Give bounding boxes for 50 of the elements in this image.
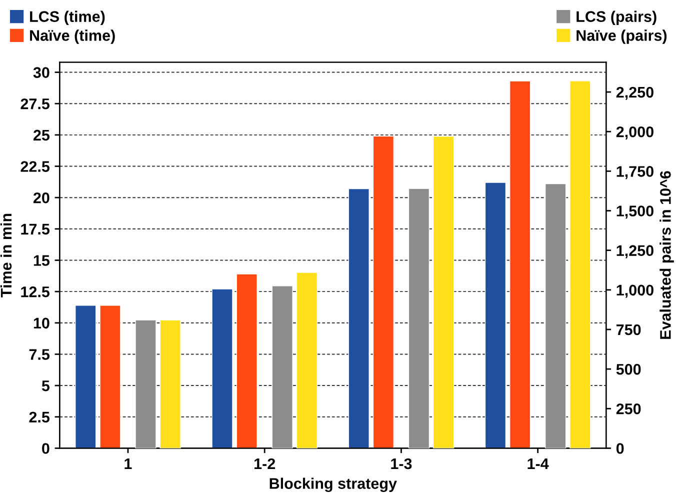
y-tick-label: 12.5 xyxy=(21,286,50,298)
y2-tick-label: 2,250 xyxy=(616,86,654,100)
y2-tick-label: 500 xyxy=(616,364,641,375)
y-tick-label: 2.5 xyxy=(29,412,50,423)
y-tick-label: 25 xyxy=(33,130,50,141)
y2-tick-label: 1,000 xyxy=(616,284,654,298)
y2-tick-label: 1,750 xyxy=(616,166,654,180)
y-tick-label: 5 xyxy=(42,380,50,392)
x-tick-label: 1-2 xyxy=(254,458,276,469)
y2-tick-label: 750 xyxy=(616,324,641,336)
bar xyxy=(272,286,293,448)
bar xyxy=(544,183,566,448)
y-tick-label: 0 xyxy=(42,443,50,454)
x-axis-title: Blocking strategy xyxy=(270,478,397,492)
y2-tick-label: 2,000 xyxy=(616,126,654,140)
x-tick-label: 1-3 xyxy=(391,458,412,470)
legend-label: Naïve (time) xyxy=(30,30,115,44)
y2-tick-label: 0 xyxy=(616,443,624,454)
y-tick-label: 10 xyxy=(34,318,50,329)
y2-tick-label: 250 xyxy=(616,403,641,414)
y-tick-label: 7.5 xyxy=(29,349,50,360)
y2-axis-title: Evaluated pairs in 10^6 xyxy=(660,171,674,339)
x-tick-label: 1 xyxy=(124,458,132,469)
x-tick-label: 1-4 xyxy=(528,458,549,469)
legend-label: LCS (time) xyxy=(30,10,105,26)
y-tick-label: 30 xyxy=(33,67,50,78)
bar xyxy=(372,136,394,448)
y2-tick-label: 1,500 xyxy=(616,206,654,219)
y-tick-label: 17.5 xyxy=(21,224,50,235)
bar xyxy=(509,80,531,448)
bar xyxy=(484,182,506,448)
bar xyxy=(296,272,318,448)
bar xyxy=(100,305,121,448)
bar xyxy=(408,188,430,448)
y-tick-label: 22.5 xyxy=(20,161,50,172)
y-tick-label: 20 xyxy=(33,192,50,204)
bar xyxy=(570,80,591,448)
legend-label: Naïve (pairs) xyxy=(576,30,667,44)
bar xyxy=(236,274,258,448)
y2-tick-label: 1,250 xyxy=(616,245,654,258)
bar xyxy=(160,320,181,448)
y-axis-title: Time in min xyxy=(0,214,12,298)
bar xyxy=(432,136,454,448)
y-tick-label: 27.5 xyxy=(20,98,50,110)
bar xyxy=(348,188,370,448)
bar xyxy=(212,288,233,448)
y-tick-label: 15 xyxy=(34,255,50,266)
bar xyxy=(75,305,96,448)
legend-label: LCS (pairs) xyxy=(576,10,656,26)
bar xyxy=(135,320,156,448)
